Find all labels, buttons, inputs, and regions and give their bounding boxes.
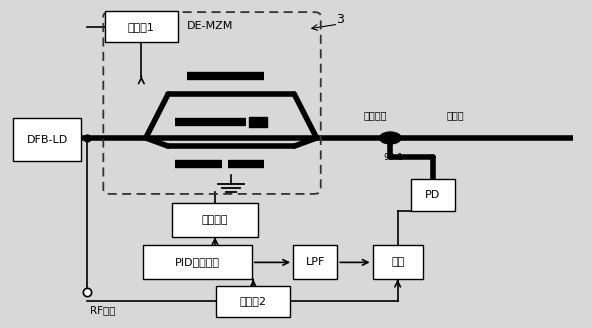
- Text: DE-MZM: DE-MZM: [187, 21, 233, 31]
- Text: 99:1: 99:1: [383, 153, 403, 162]
- Text: 光耦合器: 光耦合器: [364, 110, 387, 120]
- Bar: [172, 203, 258, 237]
- Bar: [143, 245, 252, 279]
- Text: 相移全1: 相移全1: [128, 22, 155, 31]
- Text: 相移全2: 相移全2: [240, 297, 267, 306]
- Bar: [13, 118, 81, 161]
- Bar: [293, 245, 337, 279]
- Text: 输出光: 输出光: [446, 110, 464, 120]
- Bar: [372, 245, 423, 279]
- Bar: [411, 179, 455, 211]
- Text: PID控制单元: PID控制单元: [175, 257, 220, 267]
- Bar: [249, 117, 266, 127]
- Text: 偏置单元: 偏置单元: [202, 215, 229, 225]
- Bar: [217, 286, 290, 317]
- Circle shape: [379, 132, 401, 144]
- Text: 混频: 混频: [391, 257, 404, 267]
- Bar: [105, 11, 178, 42]
- Text: PD: PD: [426, 190, 440, 200]
- Text: LPF: LPF: [305, 257, 325, 267]
- Text: RF输入: RF输入: [90, 305, 115, 316]
- Text: 3: 3: [336, 13, 344, 26]
- Text: DFB-LD: DFB-LD: [27, 134, 67, 145]
